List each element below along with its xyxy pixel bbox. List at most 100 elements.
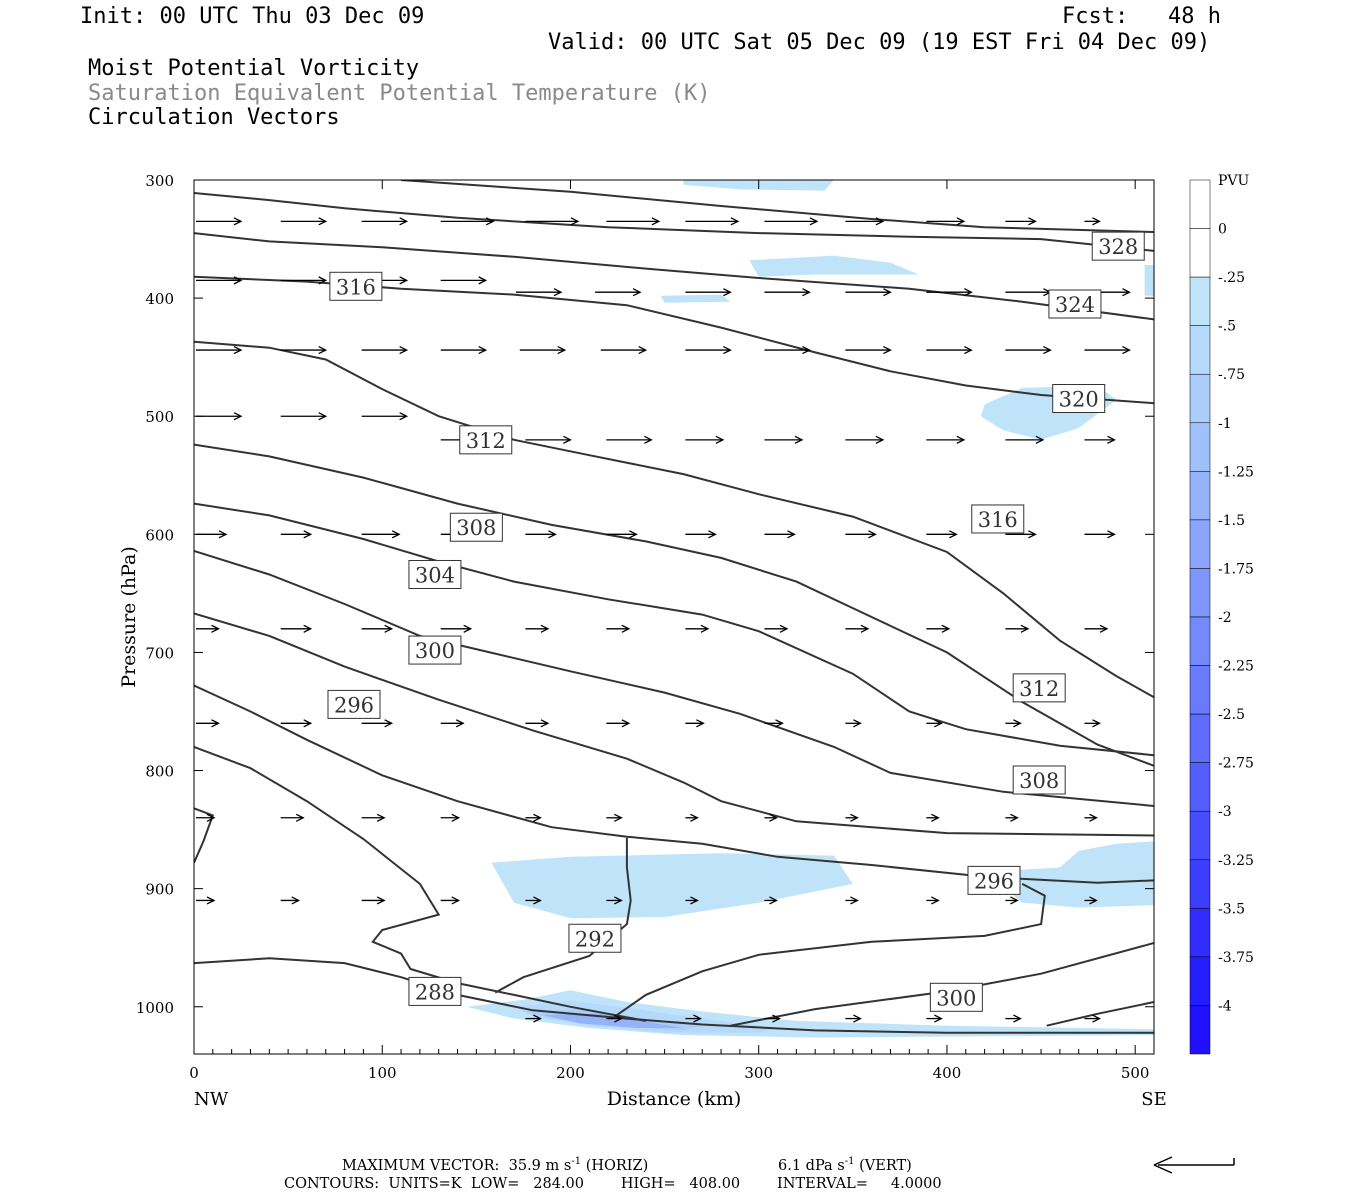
y-tick-label: 900 (145, 881, 174, 899)
contour-line (194, 549, 1154, 807)
colorbar-label: -4 (1218, 998, 1232, 1014)
wind-vector (685, 530, 717, 539)
title-theta-es: Saturation Equivalent Potential Temperat… (88, 81, 711, 106)
vector-head (775, 719, 784, 728)
vector-head (303, 530, 313, 539)
contour-label-text: 304 (415, 563, 455, 587)
wind-vector (196, 412, 243, 421)
pv-colorbar: 0 -.25 -.5 -.75 -1 -1.25 -1.5 -1.75 -2 -2.25 -2.5 -… (1189, 179, 1254, 1055)
x-tick-label: 500 (1121, 1064, 1150, 1082)
wind-vector (685, 719, 705, 728)
wind-vector (600, 345, 648, 355)
contour-label-box (408, 559, 462, 589)
vector-head (723, 345, 732, 355)
vector-head (715, 435, 725, 444)
wind-vector (606, 624, 631, 633)
pv-region (1003, 841, 1154, 908)
vector-head (883, 345, 892, 355)
contour-line (730, 942, 1154, 1027)
init-time: Init: 00 UTC Thu 03 Dec 09 (80, 4, 425, 29)
vector-head (1089, 813, 1098, 822)
contour-label-text: 316 (336, 275, 376, 299)
wind-vector (764, 288, 811, 297)
wind-vector (280, 345, 328, 355)
vector-head (868, 530, 877, 539)
wind-vector (1084, 345, 1131, 355)
x-tick-label: 0 (189, 1064, 199, 1082)
vector-head (956, 435, 966, 444)
valid-time: Valid: 00 UTC Sat 05 Dec 09 (19 EST Fri … (548, 30, 1211, 55)
contour-label-text: 324 (1055, 293, 1095, 317)
vector-head (391, 530, 401, 539)
wind-vector (926, 217, 966, 226)
vector-head (399, 412, 409, 421)
wind-vector (1084, 1014, 1101, 1023)
pv-region (466, 990, 1154, 1038)
wind-vector (764, 1014, 781, 1023)
wind-vector (1084, 435, 1116, 444)
contour-label-box (459, 425, 513, 455)
vector-head (540, 624, 550, 633)
colorbar-swatch (1189, 422, 1211, 472)
vector-head (233, 345, 243, 355)
pv-region (749, 255, 919, 277)
colorbar-label: -.5 (1218, 319, 1236, 335)
contour-label: 324 (1048, 289, 1102, 319)
wind-vector (440, 217, 495, 226)
wind-vector (525, 896, 542, 905)
x-tick-label: 200 (556, 1064, 585, 1082)
contour-label-text: 308 (1019, 769, 1059, 793)
contour-line (401, 180, 1154, 233)
vector-head (470, 530, 480, 539)
colorbar-swatch (1189, 568, 1211, 618)
vector-head (690, 896, 699, 905)
wind-vector (1005, 530, 1037, 539)
contour-line (194, 957, 1154, 1034)
colorbar-swatch (1189, 665, 1211, 715)
wind-vector (196, 813, 216, 822)
colorbar-swatch (1189, 179, 1211, 229)
wind-vector (1005, 719, 1022, 728)
vector-head (651, 217, 661, 226)
contour-label-text: 300 (415, 639, 455, 663)
contour-label-box (1091, 231, 1145, 261)
vector-head (964, 345, 973, 355)
wind-vector (685, 896, 699, 905)
vector-head (318, 345, 328, 355)
vector-head (233, 412, 243, 421)
colorbar-swatch (1189, 956, 1211, 1006)
vector-head (1010, 896, 1019, 905)
contour-label-text: 312 (1019, 677, 1059, 701)
colorbar-label: -3 (1218, 804, 1232, 820)
y-tick-label: 1000 (136, 999, 174, 1017)
colorbar-label: -1.75 (1218, 561, 1254, 577)
contour-line (194, 807, 215, 864)
vector-head (696, 719, 705, 728)
colorbar-label: -2.25 (1218, 659, 1254, 675)
vector-head (376, 813, 386, 822)
wind-vector (440, 813, 461, 822)
contour-line (194, 275, 1154, 405)
wind-vector (606, 813, 623, 822)
wind-vector (1005, 624, 1030, 633)
wind-vector (519, 345, 567, 355)
wind-vector (280, 276, 328, 285)
wind-vector (926, 345, 973, 355)
vector-head (478, 435, 488, 444)
vector-head (802, 288, 811, 297)
wind-vector (845, 530, 877, 539)
wind-vector (926, 530, 958, 539)
contour-label-box (1052, 384, 1106, 413)
wind-vector (764, 719, 784, 728)
colorbar-swatch (1189, 228, 1211, 278)
contour-label: 312 (1012, 673, 1066, 703)
wind-vector (764, 530, 796, 539)
y-tick-label: 600 (145, 526, 174, 544)
colorbar-label: -2 (1218, 610, 1232, 626)
wind-vector (516, 288, 563, 297)
vector-head (295, 813, 305, 822)
vector-head (809, 217, 819, 226)
max-vector-note: MAXIMUM VECTOR: 35.9 m s-1 (HORIZ) (342, 1156, 648, 1174)
wind-vector (606, 530, 638, 539)
contour-label: 308 (1012, 765, 1066, 795)
